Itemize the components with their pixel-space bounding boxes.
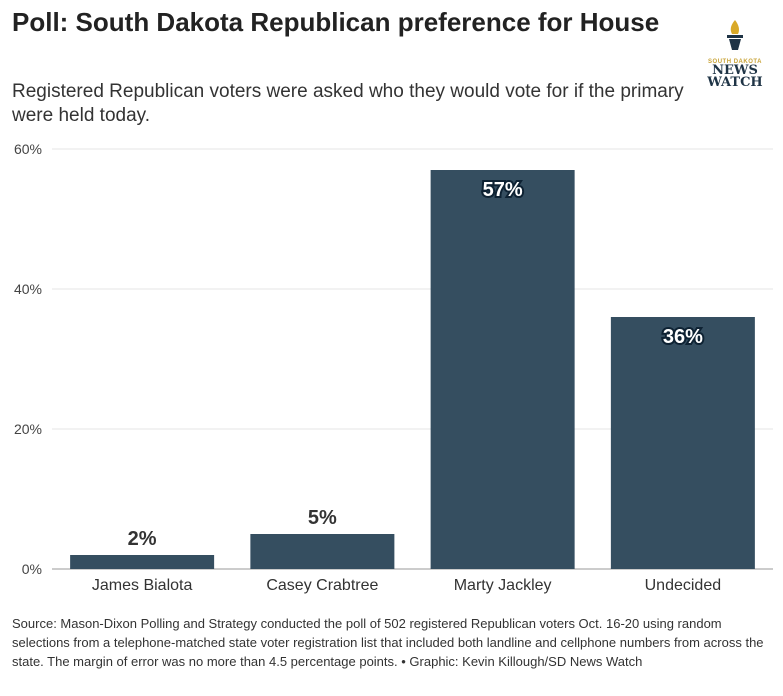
x-tick-label: James Bialota (92, 577, 193, 594)
news-watch-logo: SOUTH DAKOTA NEWS WATCH (700, 18, 770, 93)
x-tick-label: Casey Crabtree (266, 577, 378, 594)
y-tick-label: 0% (22, 561, 42, 577)
data-label: 2% (128, 528, 157, 550)
chart-title: Poll: South Dakota Republican preference… (12, 7, 660, 37)
source-note: Source: Mason-Dixon Polling and Strategy… (12, 616, 764, 669)
bar (430, 170, 575, 569)
y-tick-label: 20% (14, 421, 42, 437)
x-tick-label: Marty Jackley (454, 577, 552, 594)
chart-subtitle: Registered Republican voters were asked … (12, 81, 684, 126)
torch-icon (727, 20, 743, 50)
bar-chart: 0% 20% 40% 60% 2% James Bialota 5% Casey Crabtr… (14, 141, 773, 594)
data-label: 5% (308, 507, 337, 529)
bar (70, 555, 215, 569)
x-tick-label: Undecided (645, 577, 722, 594)
y-tick-label: 60% (14, 141, 42, 157)
data-label: 57% (483, 179, 523, 201)
data-label: 36% (663, 326, 703, 348)
bar (250, 534, 395, 569)
bar (610, 317, 755, 569)
y-tick-label: 40% (14, 281, 42, 297)
